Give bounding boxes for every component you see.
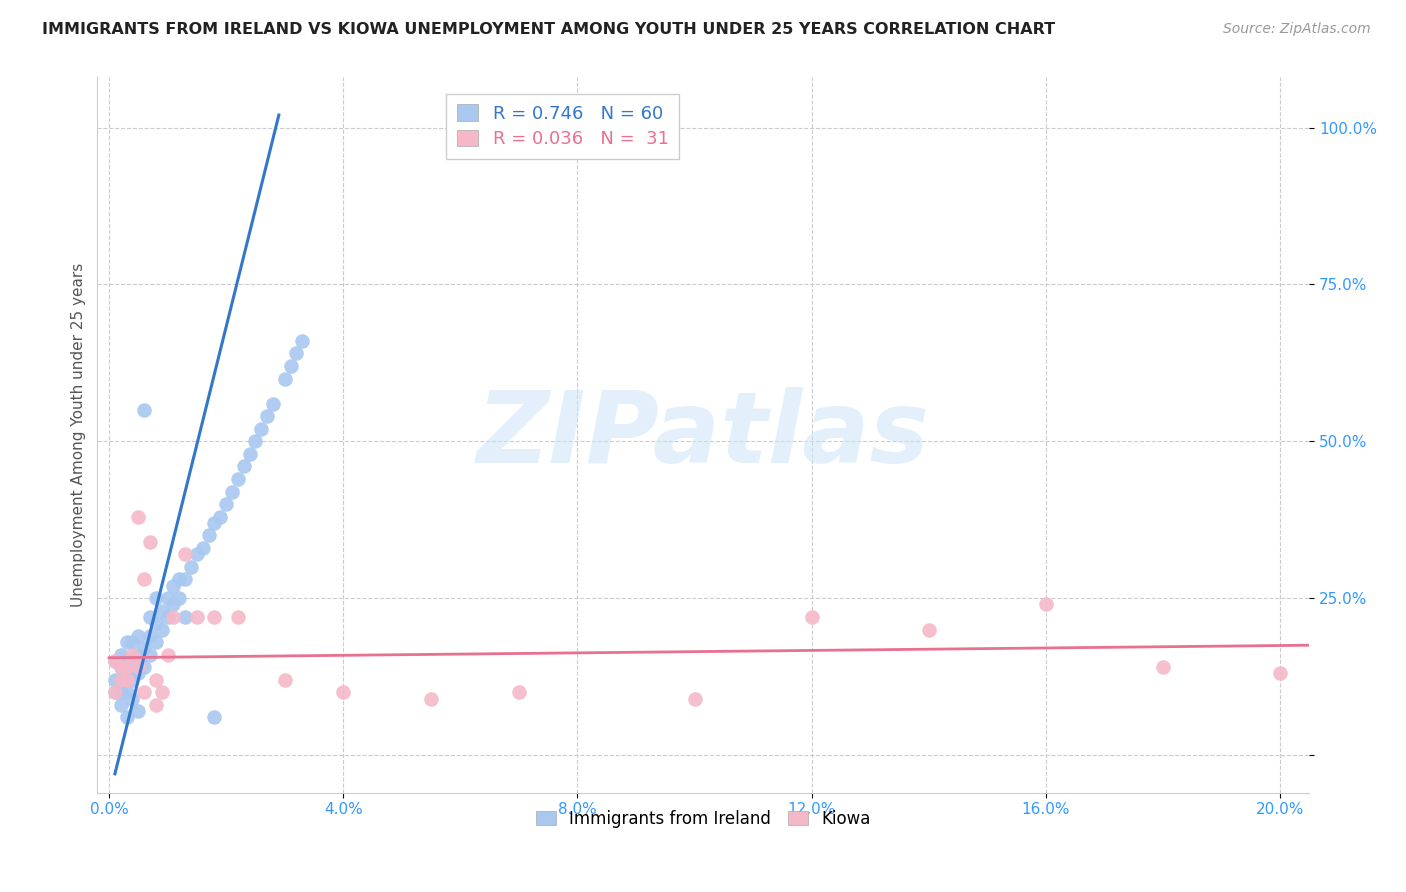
Point <box>134 660 156 674</box>
Text: IMMIGRANTS FROM IRELAND VS KIOWA UNEMPLOYMENT AMONG YOUTH UNDER 25 YEARS CORRELA: IMMIGRANTS FROM IRELAND VS KIOWA UNEMPLO… <box>42 22 1056 37</box>
Point <box>134 403 156 417</box>
Point <box>215 497 238 511</box>
Point <box>918 623 941 637</box>
Point <box>262 397 284 411</box>
Point <box>204 610 226 624</box>
Text: ZIPatlas: ZIPatlas <box>477 386 929 483</box>
Point <box>127 660 149 674</box>
Point <box>104 654 127 668</box>
Point <box>186 610 208 624</box>
Point <box>139 648 162 662</box>
Point <box>162 579 184 593</box>
Point <box>239 447 262 461</box>
Point <box>162 598 184 612</box>
Point <box>291 334 314 348</box>
Point <box>145 698 167 712</box>
Point <box>332 685 354 699</box>
Point <box>145 635 167 649</box>
Point <box>209 509 232 524</box>
Point <box>110 673 132 687</box>
Point <box>256 409 278 424</box>
Point <box>191 541 214 555</box>
Point <box>226 610 249 624</box>
Point <box>204 710 226 724</box>
Point <box>115 635 138 649</box>
Point <box>127 629 149 643</box>
Point <box>174 572 197 586</box>
Point <box>273 371 295 385</box>
Point <box>110 660 132 674</box>
Point <box>420 691 443 706</box>
Point <box>1035 598 1057 612</box>
Point <box>197 528 219 542</box>
Point <box>115 666 138 681</box>
Point <box>280 359 302 373</box>
Point <box>134 641 156 656</box>
Point <box>162 610 184 624</box>
Point <box>150 604 173 618</box>
Point <box>156 648 179 662</box>
Point <box>1152 660 1174 674</box>
Point <box>127 704 149 718</box>
Point <box>156 591 179 606</box>
Point <box>145 591 167 606</box>
Point <box>104 685 127 699</box>
Point <box>121 635 143 649</box>
Point <box>115 710 138 724</box>
Point <box>145 673 167 687</box>
Point <box>800 610 823 624</box>
Point <box>134 685 156 699</box>
Point <box>115 673 138 687</box>
Point <box>127 648 149 662</box>
Point <box>121 654 143 668</box>
Point <box>139 629 162 643</box>
Point <box>150 685 173 699</box>
Point <box>139 534 162 549</box>
Point <box>110 685 132 699</box>
Point <box>110 698 132 712</box>
Point <box>121 673 143 687</box>
Point <box>508 685 530 699</box>
Point <box>110 660 132 674</box>
Point <box>115 654 138 668</box>
Point <box>174 547 197 561</box>
Point <box>226 472 249 486</box>
Text: Source: ZipAtlas.com: Source: ZipAtlas.com <box>1223 22 1371 37</box>
Point <box>245 434 267 449</box>
Point <box>121 648 143 662</box>
Legend: Immigrants from Ireland, Kiowa: Immigrants from Ireland, Kiowa <box>529 803 877 834</box>
Point <box>180 559 202 574</box>
Point <box>121 691 143 706</box>
Point <box>150 623 173 637</box>
Y-axis label: Unemployment Among Youth under 25 years: Unemployment Among Youth under 25 years <box>72 263 86 607</box>
Point <box>169 572 191 586</box>
Point <box>110 648 132 662</box>
Point <box>221 484 243 499</box>
Point <box>250 422 273 436</box>
Point <box>127 509 149 524</box>
Point <box>134 572 156 586</box>
Point <box>104 654 127 668</box>
Point <box>273 673 295 687</box>
Point <box>1268 666 1291 681</box>
Point <box>156 610 179 624</box>
Point <box>683 691 706 706</box>
Point <box>127 666 149 681</box>
Point <box>232 459 254 474</box>
Point <box>174 610 197 624</box>
Point <box>104 685 127 699</box>
Point <box>110 673 132 687</box>
Point <box>115 660 138 674</box>
Point <box>145 616 167 631</box>
Point <box>139 610 162 624</box>
Point <box>285 346 308 360</box>
Point <box>169 591 191 606</box>
Point <box>186 547 208 561</box>
Point <box>204 516 226 530</box>
Point <box>104 673 127 687</box>
Point <box>115 685 138 699</box>
